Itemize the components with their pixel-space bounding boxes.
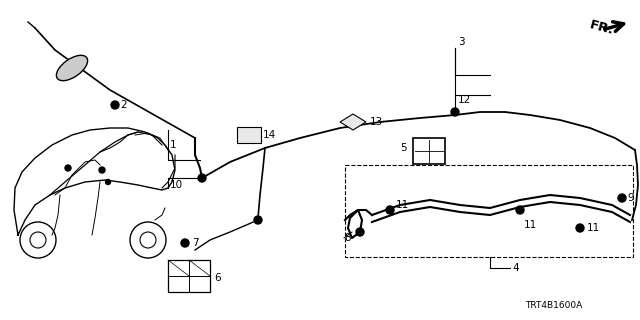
- Polygon shape: [340, 114, 366, 130]
- Text: 11: 11: [587, 223, 600, 233]
- Text: FR.: FR.: [588, 19, 615, 37]
- Text: 1: 1: [170, 140, 177, 150]
- Text: 12: 12: [458, 95, 471, 105]
- Circle shape: [386, 206, 394, 214]
- Text: 7: 7: [192, 238, 198, 248]
- Bar: [168, 260, 210, 292]
- Circle shape: [254, 216, 262, 224]
- Circle shape: [451, 108, 459, 116]
- Text: 10: 10: [170, 180, 183, 190]
- Circle shape: [106, 180, 111, 185]
- Text: 3: 3: [458, 37, 465, 47]
- Text: 6: 6: [214, 273, 221, 283]
- Text: 9: 9: [627, 193, 634, 203]
- Text: TRT4B1600A: TRT4B1600A: [525, 301, 582, 310]
- Circle shape: [576, 224, 584, 232]
- Text: 11: 11: [396, 200, 409, 210]
- Text: 2: 2: [120, 100, 127, 110]
- Circle shape: [516, 206, 524, 214]
- Circle shape: [65, 165, 71, 171]
- Circle shape: [618, 194, 626, 202]
- Circle shape: [181, 239, 189, 247]
- Text: 13: 13: [370, 117, 383, 127]
- Text: 5: 5: [400, 143, 406, 153]
- Circle shape: [111, 101, 119, 109]
- Circle shape: [356, 228, 364, 236]
- FancyBboxPatch shape: [237, 127, 261, 143]
- Text: 11: 11: [524, 220, 537, 230]
- Text: 4: 4: [512, 263, 518, 273]
- Ellipse shape: [56, 55, 88, 81]
- Circle shape: [99, 167, 105, 173]
- Bar: [345, 165, 633, 257]
- Circle shape: [198, 174, 206, 182]
- Text: 14: 14: [263, 130, 276, 140]
- Text: 8: 8: [344, 233, 351, 243]
